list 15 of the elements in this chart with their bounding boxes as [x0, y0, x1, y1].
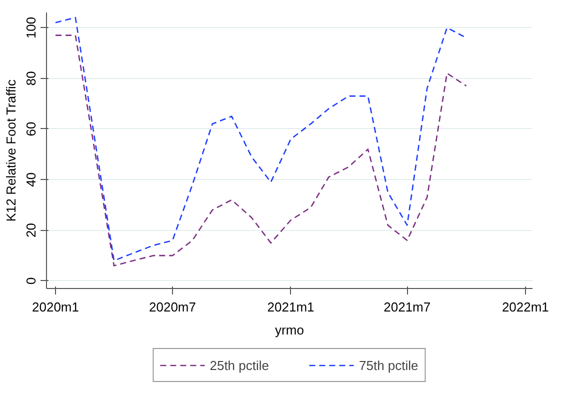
x-axis-title: yrmo: [275, 322, 304, 338]
y-tick-label: 60: [24, 122, 38, 136]
y-tick-label: 80: [24, 71, 38, 86]
y-tick-label: 40: [24, 172, 38, 187]
y-tick-label: 100: [24, 16, 38, 39]
legend-label: 25th pctile: [210, 358, 269, 372]
x-tick-label: 2022m1: [502, 300, 549, 314]
y-tick-label: 20: [24, 223, 38, 238]
legend-label: 75th pctile: [359, 358, 418, 372]
y-axis-title: K12 Relative Foot Traffic: [4, 79, 18, 222]
x-tick-label: 2021m7: [384, 300, 431, 314]
x-tick-label: 2021m1: [267, 300, 314, 314]
x-tick-label: 2020m1: [32, 300, 79, 314]
x-tick-label: 2020m7: [149, 300, 196, 314]
y-tick-label: 0: [24, 277, 38, 285]
